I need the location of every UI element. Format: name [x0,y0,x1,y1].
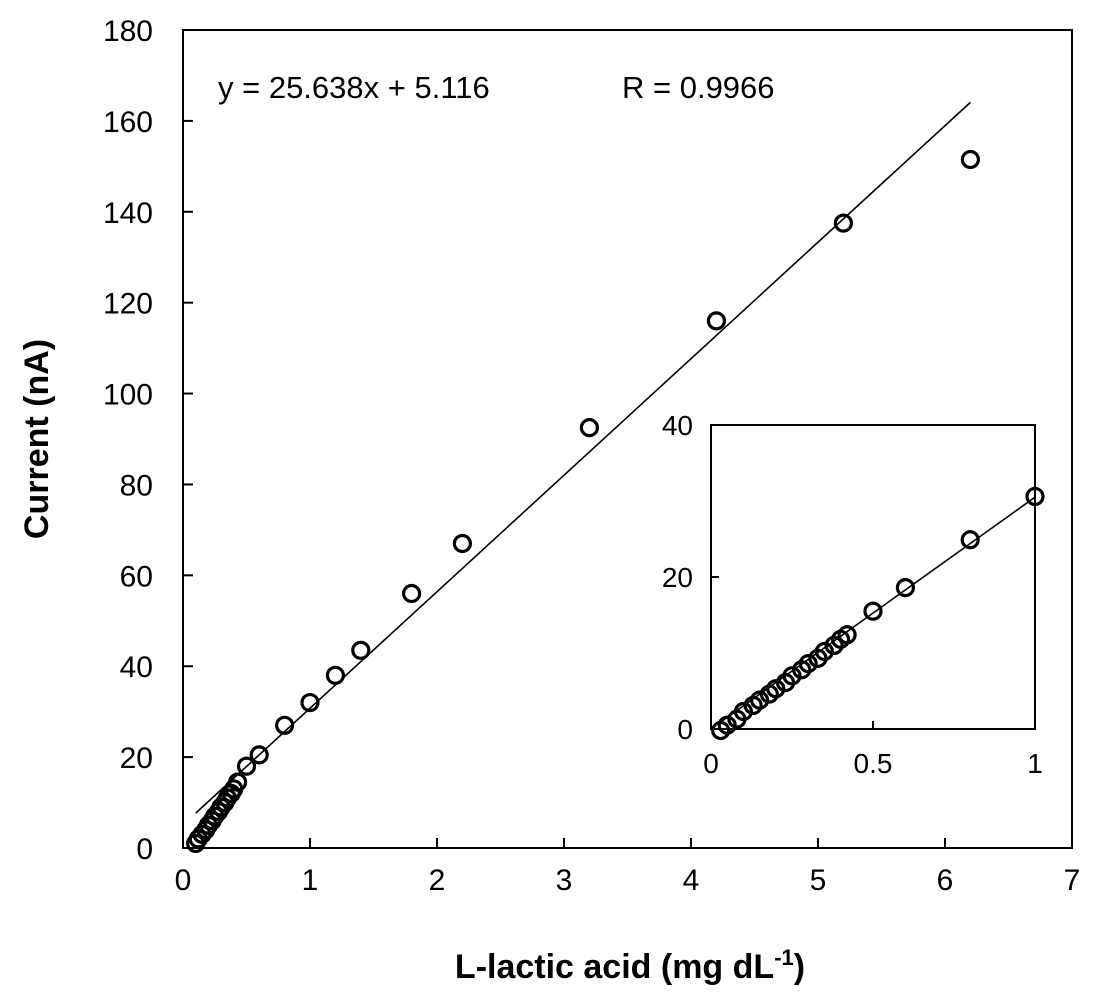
inset-chart: 0 20 40 0 0.5 1 [662,410,1045,779]
inset-data-point [814,641,835,662]
y-tick-label: 60 [120,560,153,593]
data-point [228,772,248,792]
x-tick-label: 3 [556,864,573,897]
inset-axis-ticks: 0 20 40 0 0.5 1 [662,410,1043,779]
x-axis-title-suffix: ) [794,948,805,986]
inset-y-tick-label: 20 [662,562,693,593]
x-tick-label: 5 [810,864,827,897]
inset-x-tick-label: 0 [703,748,719,779]
inset-data-point [863,601,883,621]
data-point [579,418,600,438]
x-tick-label: 2 [429,864,446,897]
x-axis-title-superscript: -1 [774,945,794,970]
main-data-points [186,149,981,854]
x-axis-title-main: L-lactic acid (mg dL [455,948,774,986]
data-point [249,745,269,765]
data-point [300,692,320,713]
x-tick-label: 1 [302,864,319,897]
y-tick-label: 20 [120,742,153,775]
inset-data-point [749,690,770,710]
inset-y-tick-label: 40 [662,410,693,441]
inset-data-point [766,679,786,699]
regression-equation: y = 25.638x + 5.116 [218,70,490,105]
inset-data-point [717,715,737,735]
y-tick-label: 120 [103,288,153,321]
data-point [236,756,257,776]
y-tick-label: 100 [103,379,153,412]
data-point [402,583,422,604]
y-tick-label: 0 [136,833,153,866]
x-tick-label: 6 [937,864,954,897]
data-point [706,311,727,331]
data-point [960,149,981,170]
inset-fit-line [720,496,1036,723]
y-tick-label: 160 [103,106,153,139]
inset-data-point [733,701,754,722]
data-point [351,640,371,660]
inset-data-point [895,578,916,598]
y-tick-label: 180 [103,15,153,48]
inset-x-tick-label: 1 [1027,748,1043,779]
inset-data-point [782,666,802,686]
regression-r-value: R = 0.9966 [622,70,775,105]
y-tick-label: 40 [120,651,153,684]
x-tick-label: 0 [175,864,192,897]
data-point [275,715,295,735]
y-axis-title: Current (nA) [18,339,56,539]
inset-data-point [798,654,818,674]
inset-y-tick-label: 0 [677,714,693,745]
inset-data-point [960,530,980,550]
data-point [833,213,854,233]
y-tick-label: 80 [120,469,153,502]
y-tick-label: 140 [103,197,153,230]
inset-fit-line-group [720,496,1036,723]
inset-x-tick-label: 0.5 [854,748,893,779]
main-plot-frame [182,29,1073,849]
x-tick-label: 7 [1064,864,1081,897]
inset-background [711,425,1035,729]
x-tick-label: 4 [683,864,700,897]
x-axis-title: L-lactic acid (mg dL-1) [455,945,805,986]
fit-line [195,101,971,814]
data-point [452,533,472,554]
inset-data-point [837,625,857,645]
main-fit-line-group [195,101,971,814]
data-point [325,665,345,685]
